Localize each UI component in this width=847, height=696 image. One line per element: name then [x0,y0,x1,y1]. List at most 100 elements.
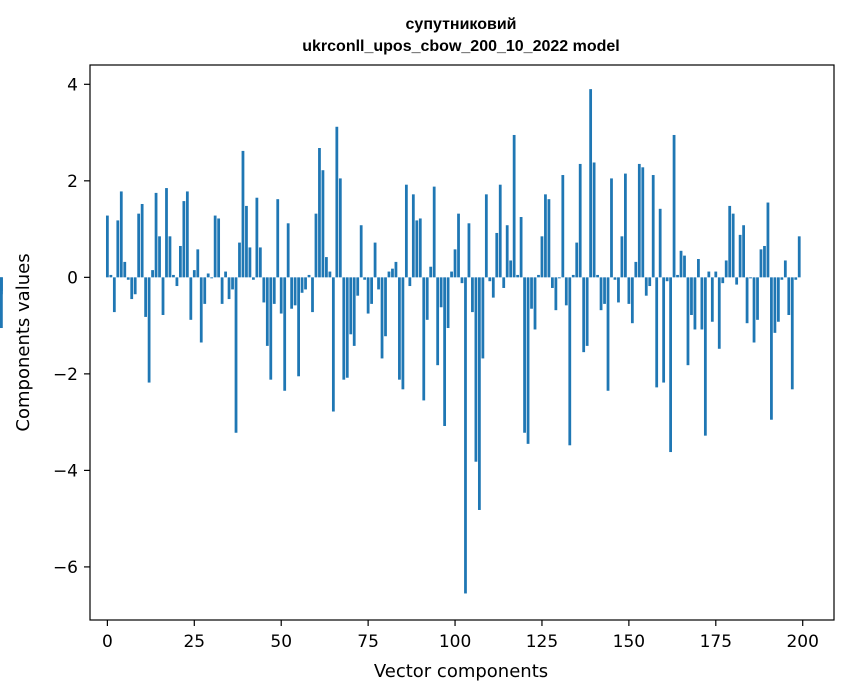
bar-11 [144,277,148,317]
bar-186 [752,277,756,343]
bar-136 [578,163,582,278]
bar-47 [269,277,273,380]
bar-85 [401,277,405,390]
bar-199 [797,236,801,278]
bar-91 [422,277,426,401]
bar-54 [293,277,297,306]
bar-94 [432,186,436,278]
bar-189 [763,245,766,278]
y-tick-label: 2 [67,172,78,192]
bar-170 [697,259,700,278]
y-axis-ticks: −6 −4 −2 0 2 4 [53,75,90,578]
bar-36 [231,277,234,290]
bar-105 [471,277,474,313]
bar-141 [596,274,599,278]
bar-72 [356,277,360,296]
bar-126 [544,194,547,278]
bar-187 [756,277,759,320]
bar-66 [335,126,339,278]
bar-undefined [0,277,3,291]
bar-146 [613,277,617,280]
bar-15 [158,236,161,278]
bar-61 [318,148,321,278]
bar-129 [554,277,558,311]
bar-46 [265,277,269,346]
bar-144 [606,277,610,391]
bar-78 [377,277,380,290]
bar-160 [662,277,666,383]
bar-140 [592,162,596,278]
bar-195 [783,260,787,278]
bar-139 [589,89,593,278]
bar-164 [676,274,679,278]
x-axis-label: Vector components [374,661,548,682]
plot-frame [89,64,835,621]
bar-31 [213,215,217,278]
bar-116 [509,260,513,278]
bar-27 [199,277,203,343]
bar-76 [370,277,373,304]
bar-152 [634,261,638,278]
bar-115 [505,225,509,278]
bar-154 [641,167,645,278]
bar-119 [519,217,523,278]
bar-50 [279,277,283,314]
bar-184 [745,277,749,324]
bar-45 [262,277,266,303]
bar-127 [547,199,551,278]
bar-132 [564,277,568,306]
bar-59 [311,277,314,313]
bar-75 [366,277,370,314]
bar-99 [450,271,453,278]
bar-20 [175,277,179,287]
bar-42 [252,277,255,280]
bar-181 [735,277,739,285]
bar-5 [123,261,127,278]
bar-168 [690,277,693,315]
bar-142 [599,277,603,311]
bar-98 [446,277,450,329]
bar-180 [731,213,735,278]
x-tick-label: 75 [357,632,379,652]
bar-108 [481,277,485,359]
bar-173 [707,271,711,278]
bar-4 [119,191,123,278]
bar-104 [467,223,471,278]
bar-131 [561,175,565,278]
bar-159 [658,208,662,278]
bar-9 [137,213,141,278]
bar-167 [686,277,690,366]
bar-64 [328,271,332,278]
bar-110 [488,277,492,282]
bar-84 [398,277,401,380]
bar-111 [491,277,495,298]
bar-137 [582,277,586,353]
bar-123 [533,277,537,330]
bar-149 [624,173,627,278]
bar-103 [464,277,467,594]
bar-156 [648,277,652,287]
bar-53 [290,277,294,309]
bar-130 [557,277,561,279]
x-tick-label: 0 [102,632,113,652]
bar-43 [255,197,259,278]
bar-161 [665,277,669,282]
x-tick-label: 100 [439,632,471,652]
bar-67 [338,178,342,278]
bar-148 [620,236,624,278]
bar-70 [349,277,353,335]
bar-107 [477,277,481,510]
bar-198 [794,277,798,280]
bar-118 [516,274,520,278]
bar-2 [112,277,116,313]
bar-40 [245,205,248,278]
bar-120 [523,277,526,433]
bar-162 [669,277,672,453]
bar-48 [272,277,276,304]
bar-183 [742,225,745,278]
bar-58 [307,274,311,278]
bar-undefined [0,277,3,329]
bar-197 [790,277,794,390]
bar-124 [537,274,540,278]
bar-17 [165,188,168,278]
